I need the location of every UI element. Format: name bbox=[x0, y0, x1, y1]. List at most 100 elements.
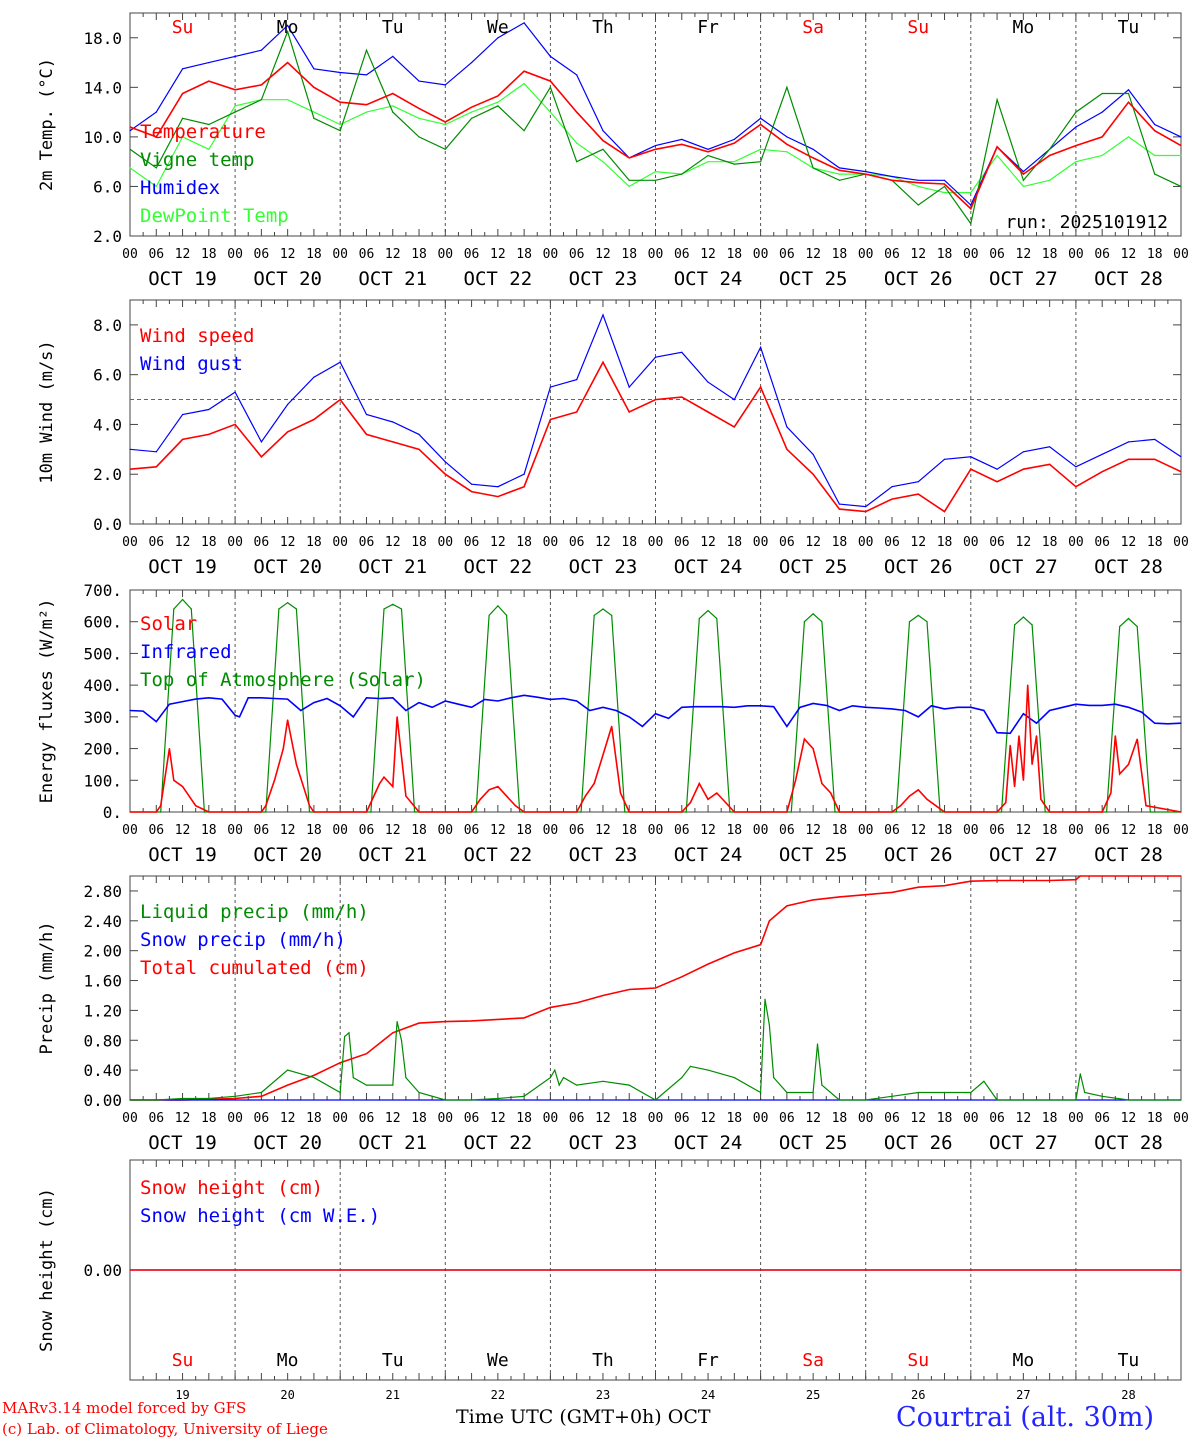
data-point bbox=[182, 117, 184, 119]
date-label: OCT 22 bbox=[464, 556, 533, 578]
hour-tick-label: 00 bbox=[1173, 1111, 1189, 1126]
data-point bbox=[265, 805, 267, 807]
data-point bbox=[506, 614, 508, 617]
data-point bbox=[1022, 713, 1024, 715]
hour-tick-label: 12 bbox=[910, 1111, 926, 1126]
hour-tick-label: 06 bbox=[569, 535, 585, 550]
data-point bbox=[786, 136, 788, 138]
data-point bbox=[203, 811, 205, 813]
data-point bbox=[418, 448, 420, 450]
data-point bbox=[1079, 875, 1081, 877]
weekday-label: Mo bbox=[277, 1350, 299, 1371]
data-point bbox=[576, 74, 578, 76]
data-point bbox=[471, 117, 473, 119]
data-point bbox=[1075, 879, 1077, 881]
data-point bbox=[313, 702, 315, 704]
data-point bbox=[497, 37, 499, 39]
date-label: OCT 28 bbox=[1094, 268, 1163, 290]
panel-precip: 0.00 0.40 0.80 1.20 1.60 2.00 2.40 2.80 Precip (… bbox=[37, 875, 1189, 1154]
data-point bbox=[838, 173, 841, 175]
data-point bbox=[733, 706, 735, 708]
data-point bbox=[475, 811, 477, 813]
data-point bbox=[1180, 811, 1182, 813]
data-point bbox=[365, 49, 368, 51]
weekday-label: Tu bbox=[382, 17, 404, 38]
data-point bbox=[234, 105, 236, 107]
hour-tick-label: 00 bbox=[332, 247, 348, 262]
data-point bbox=[799, 706, 801, 708]
y-tick-label: 300. bbox=[83, 708, 122, 727]
data-point bbox=[1009, 732, 1011, 734]
y-tick-label: 0.0 bbox=[93, 515, 122, 534]
hour-tick-label: 12 bbox=[805, 535, 821, 550]
weekday-label: Mo bbox=[1013, 1350, 1035, 1371]
hour-tick-label: 06 bbox=[254, 1111, 270, 1126]
date-label: OCT 24 bbox=[674, 268, 743, 290]
data-point bbox=[155, 111, 157, 113]
data-point bbox=[1180, 1269, 1182, 1271]
data-point bbox=[773, 706, 775, 708]
data-point bbox=[821, 782, 823, 785]
hour-tick-label: 12 bbox=[910, 535, 926, 550]
hour-tick-label: 12 bbox=[595, 535, 611, 550]
legend-entry: Solar bbox=[140, 613, 197, 635]
data-point bbox=[308, 805, 311, 807]
data-point bbox=[287, 99, 289, 101]
hour-tick-label: 12 bbox=[280, 1111, 296, 1126]
data-point bbox=[471, 706, 473, 708]
data-point bbox=[904, 709, 906, 712]
data-point bbox=[168, 748, 170, 750]
data-point bbox=[155, 721, 157, 723]
location-label: Courtrai (alt. 30m) bbox=[896, 1402, 1155, 1433]
hour-tick-label: 06 bbox=[254, 823, 270, 838]
temperature-frame bbox=[129, 12, 1182, 237]
data-point bbox=[1049, 154, 1051, 157]
data-point bbox=[707, 1069, 709, 1071]
data-point bbox=[628, 1084, 630, 1086]
data-point bbox=[471, 111, 473, 113]
date-label: OCT 26 bbox=[884, 268, 953, 290]
data-point bbox=[444, 700, 446, 702]
series-line bbox=[130, 875, 1181, 1101]
data-point bbox=[760, 148, 762, 150]
data-point bbox=[523, 486, 525, 488]
data-point bbox=[260, 456, 262, 458]
data-point bbox=[943, 708, 946, 710]
weekday-label: Mo bbox=[277, 17, 299, 38]
data-point bbox=[698, 782, 700, 785]
date-label: OCT 27 bbox=[989, 556, 1058, 578]
data-point bbox=[602, 994, 604, 997]
data-point bbox=[943, 811, 946, 813]
data-point bbox=[654, 145, 657, 147]
day-number-label: 24 bbox=[701, 1388, 715, 1402]
date-label: OCT 24 bbox=[674, 556, 743, 578]
data-point bbox=[1101, 453, 1103, 455]
data-point bbox=[287, 431, 289, 433]
hour-tick-label: 06 bbox=[884, 823, 900, 838]
data-point bbox=[1088, 704, 1090, 707]
y-tick-label: 0.00 bbox=[83, 1261, 122, 1280]
data-point bbox=[1101, 154, 1103, 157]
hour-tick-label: 18 bbox=[411, 535, 427, 550]
data-point bbox=[497, 95, 499, 97]
data-point bbox=[891, 1095, 893, 1097]
data-point bbox=[926, 621, 928, 623]
data-point bbox=[576, 411, 578, 413]
data-point bbox=[260, 441, 262, 443]
hour-tick-label: 18 bbox=[621, 247, 637, 262]
data-point bbox=[208, 123, 210, 126]
data-point bbox=[562, 697, 565, 700]
data-point bbox=[370, 801, 372, 804]
hour-tick-label: 06 bbox=[148, 247, 164, 262]
data-point bbox=[628, 411, 630, 413]
weekday-label: Tu bbox=[1118, 17, 1140, 38]
hour-tick-label: 00 bbox=[963, 247, 979, 262]
wind-frame bbox=[129, 299, 1182, 525]
y-tick-label: 0.40 bbox=[83, 1061, 122, 1080]
data-point bbox=[295, 763, 297, 766]
data-point bbox=[943, 185, 946, 187]
data-point bbox=[733, 399, 735, 401]
weekday-label: Sa bbox=[802, 17, 824, 38]
hour-tick-label: 06 bbox=[674, 535, 690, 550]
data-point bbox=[580, 811, 582, 813]
